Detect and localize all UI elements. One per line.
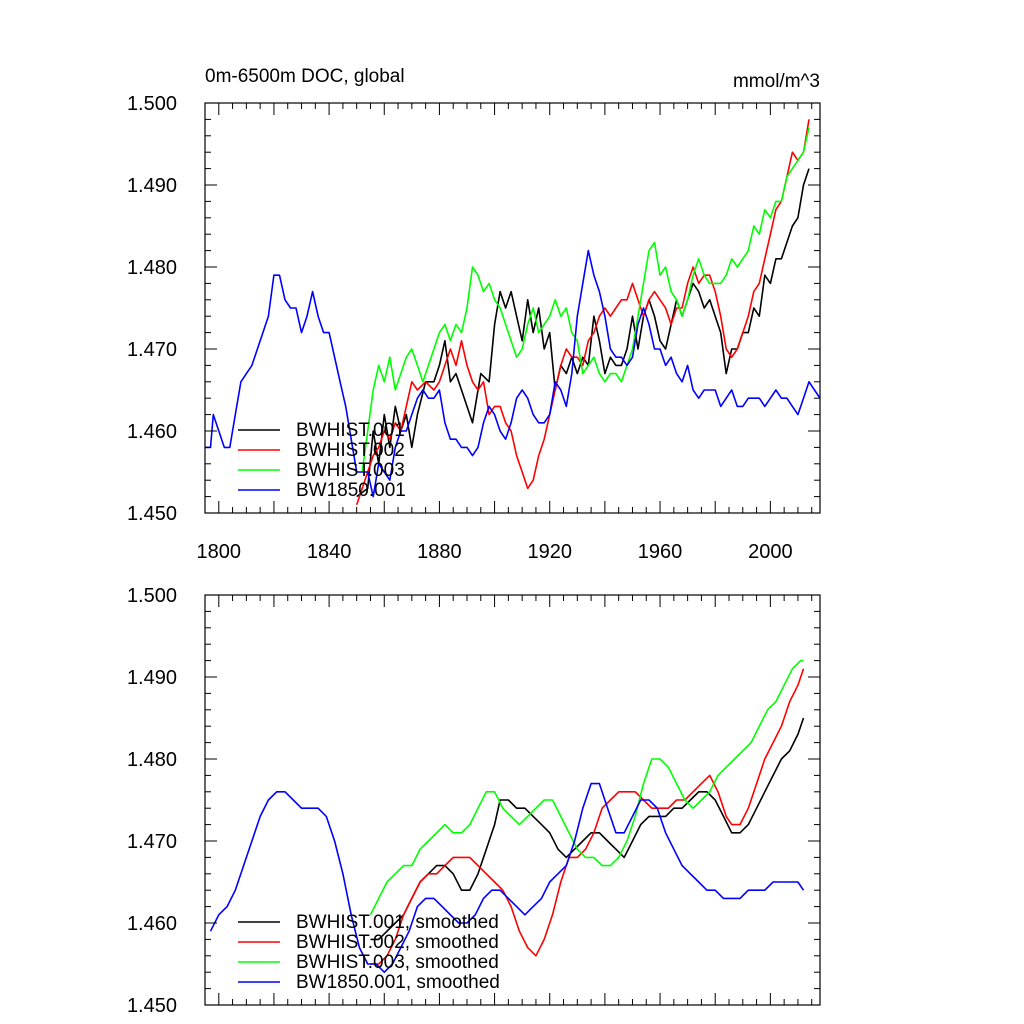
legend-label-3: BWHIST.003, smoothed <box>296 952 499 973</box>
legend-label-2: BWHIST.002 <box>296 440 405 461</box>
series-line-3 <box>369 659 804 916</box>
series-line-1 <box>370 717 805 941</box>
top-panel: 0m-6500m DOC, global mmol/m^3 1.450 1.460… <box>127 66 821 563</box>
y-tick-label: 1.460 <box>127 913 177 935</box>
series-layer <box>205 119 821 506</box>
legend-label-4: BW1850.001, smoothed <box>296 972 500 993</box>
x-tick-label: 1800 <box>197 541 242 563</box>
y-tick-label: 1.480 <box>127 749 177 771</box>
plot-frame <box>204 102 821 514</box>
series-line-2 <box>370 668 805 965</box>
y-tick-label: 1.500 <box>127 585 177 607</box>
y-tick-label: 1.450 <box>127 995 177 1017</box>
chart-title: 0m-6500m DOC, global <box>205 66 405 87</box>
series-line-4 <box>209 782 805 973</box>
series-line-4 <box>205 249 821 498</box>
bottom-panel: 1.450 1.460 1.470 1.480 1.490 1.500 BWHIST.00… <box>127 585 821 1017</box>
legend-label-1: BWHIST.001, smoothed <box>296 912 499 933</box>
y-tick-label: 1.470 <box>127 339 177 361</box>
series-layer <box>209 659 805 973</box>
series-line-2 <box>355 119 810 506</box>
y-tick-label: 1.500 <box>127 93 177 115</box>
plot-frame <box>204 594 821 1006</box>
legend-label-2: BWHIST.002, smoothed <box>296 932 499 953</box>
x-tick-label: 1840 <box>307 541 352 563</box>
y-tick-label: 1.480 <box>127 257 177 279</box>
legend-label-1: BWHIST.001 <box>296 420 405 441</box>
ticks-layer: 1.450 1.460 1.470 1.480 1.490 1.500 1800 1840 18… <box>127 93 820 563</box>
y-tick-label: 1.460 <box>127 421 177 443</box>
series-line-1 <box>356 168 810 498</box>
units-label: mmol/m^3 <box>733 71 820 92</box>
y-tick-label: 1.470 <box>127 831 177 853</box>
y-tick-label: 1.450 <box>127 503 177 525</box>
x-tick-label: 1880 <box>417 541 462 563</box>
ticks-layer: 1.450 1.460 1.470 1.480 1.490 1.500 <box>127 585 820 1017</box>
x-tick-label: 1920 <box>527 541 572 563</box>
legend-label-4: BW1850.001 <box>296 480 406 501</box>
legend-label-3: BWHIST.003 <box>296 460 405 481</box>
series-line-3 <box>361 127 810 473</box>
y-tick-label: 1.490 <box>127 175 177 197</box>
x-tick-label: 2000 <box>748 541 793 563</box>
x-tick-label: 1960 <box>638 541 683 563</box>
y-tick-label: 1.490 <box>127 667 177 689</box>
